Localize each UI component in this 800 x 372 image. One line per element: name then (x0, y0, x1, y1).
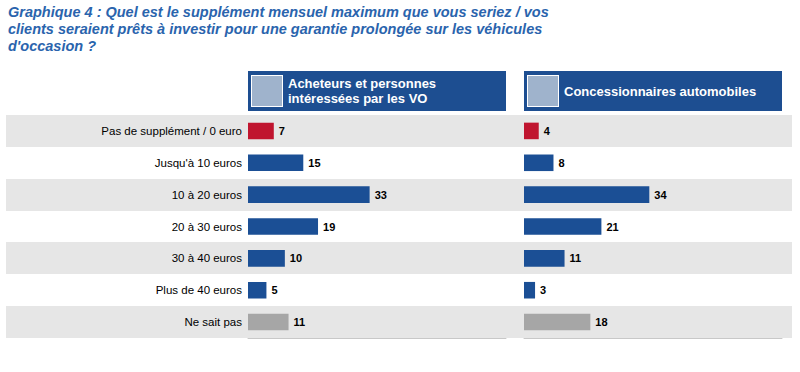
svg-text:30 à 40 euros: 30 à 40 euros (172, 252, 243, 264)
html-text:Concessionnaires automobiles: Concessionnaires automobiles (564, 83, 757, 99)
svg-text:21: 21 (606, 221, 618, 233)
svg-text:7: 7 (279, 125, 285, 137)
svg-text:15: 15 (308, 157, 320, 169)
svg-text:8: 8 (558, 157, 564, 169)
svg-text:34: 34 (654, 189, 667, 201)
svg-text:18: 18 (595, 316, 607, 328)
svg-text:3: 3 (540, 284, 546, 296)
svg-text:Jusqu'à 10 euros: Jusqu'à 10 euros (155, 157, 242, 169)
html-text:Graphique 4 : Quel est le supp: Graphique 4 : Quel est le supplément men… (8, 4, 549, 54)
svg-text:Ne sait pas: Ne sait pas (184, 316, 242, 328)
svg-text:Pas de supplément / 0 euro: Pas de supplément / 0 euro (101, 125, 242, 137)
svg-text:20 à 30 euros: 20 à 30 euros (172, 221, 243, 233)
svg-text:11: 11 (294, 316, 306, 328)
svg-text:4: 4 (544, 125, 551, 137)
svg-text:10 à 20 euros: 10 à 20 euros (172, 189, 243, 201)
svg-text:19: 19 (323, 221, 335, 233)
svg-text:10: 10 (290, 252, 302, 264)
svg-text:11: 11 (570, 252, 582, 264)
svg-text:33: 33 (375, 189, 387, 201)
svg-text:Plus de 40 euros: Plus de 40 euros (156, 284, 243, 296)
html-text:Acheteurs et personnes intéres: Acheteurs et personnes intéressées par l… (288, 76, 437, 106)
svg-text:5: 5 (271, 284, 277, 296)
